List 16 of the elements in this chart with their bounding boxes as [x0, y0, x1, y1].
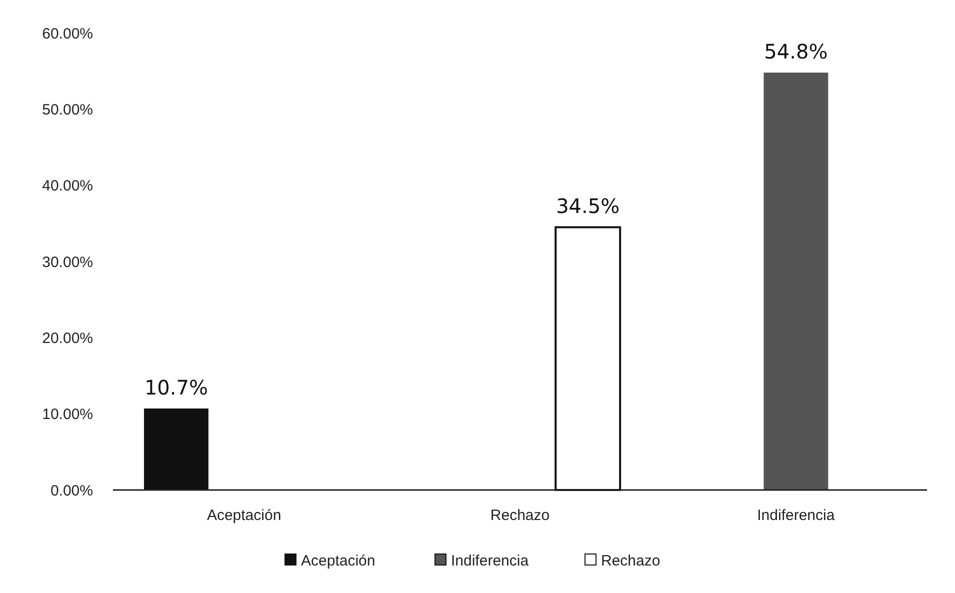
- y-tick-label: 60.00%: [42, 25, 93, 42]
- legend-label: Aceptación: [301, 552, 376, 570]
- x-tick-label: Aceptación: [206, 507, 282, 524]
- y-tick-label: 50.00%: [42, 101, 93, 118]
- legend-label: Indiferencia: [451, 552, 530, 570]
- y-tick-label: 30.00%: [42, 254, 93, 271]
- x-tick-label: Indiferencia: [757, 507, 836, 524]
- y-tick-label: 20.00%: [42, 330, 93, 347]
- legend-label: Rechazo: [601, 552, 660, 570]
- x-tick-label: Rechazo: [490, 507, 550, 524]
- data-label: 54.8%: [764, 40, 828, 64]
- data-label: 34.5%: [556, 194, 620, 218]
- y-tick-label: 10.00%: [42, 406, 93, 424]
- data-label: 10.7%: [144, 376, 208, 400]
- y-tick-label: 0.00%: [50, 482, 93, 500]
- y-tick-label: 40.00%: [42, 178, 93, 195]
